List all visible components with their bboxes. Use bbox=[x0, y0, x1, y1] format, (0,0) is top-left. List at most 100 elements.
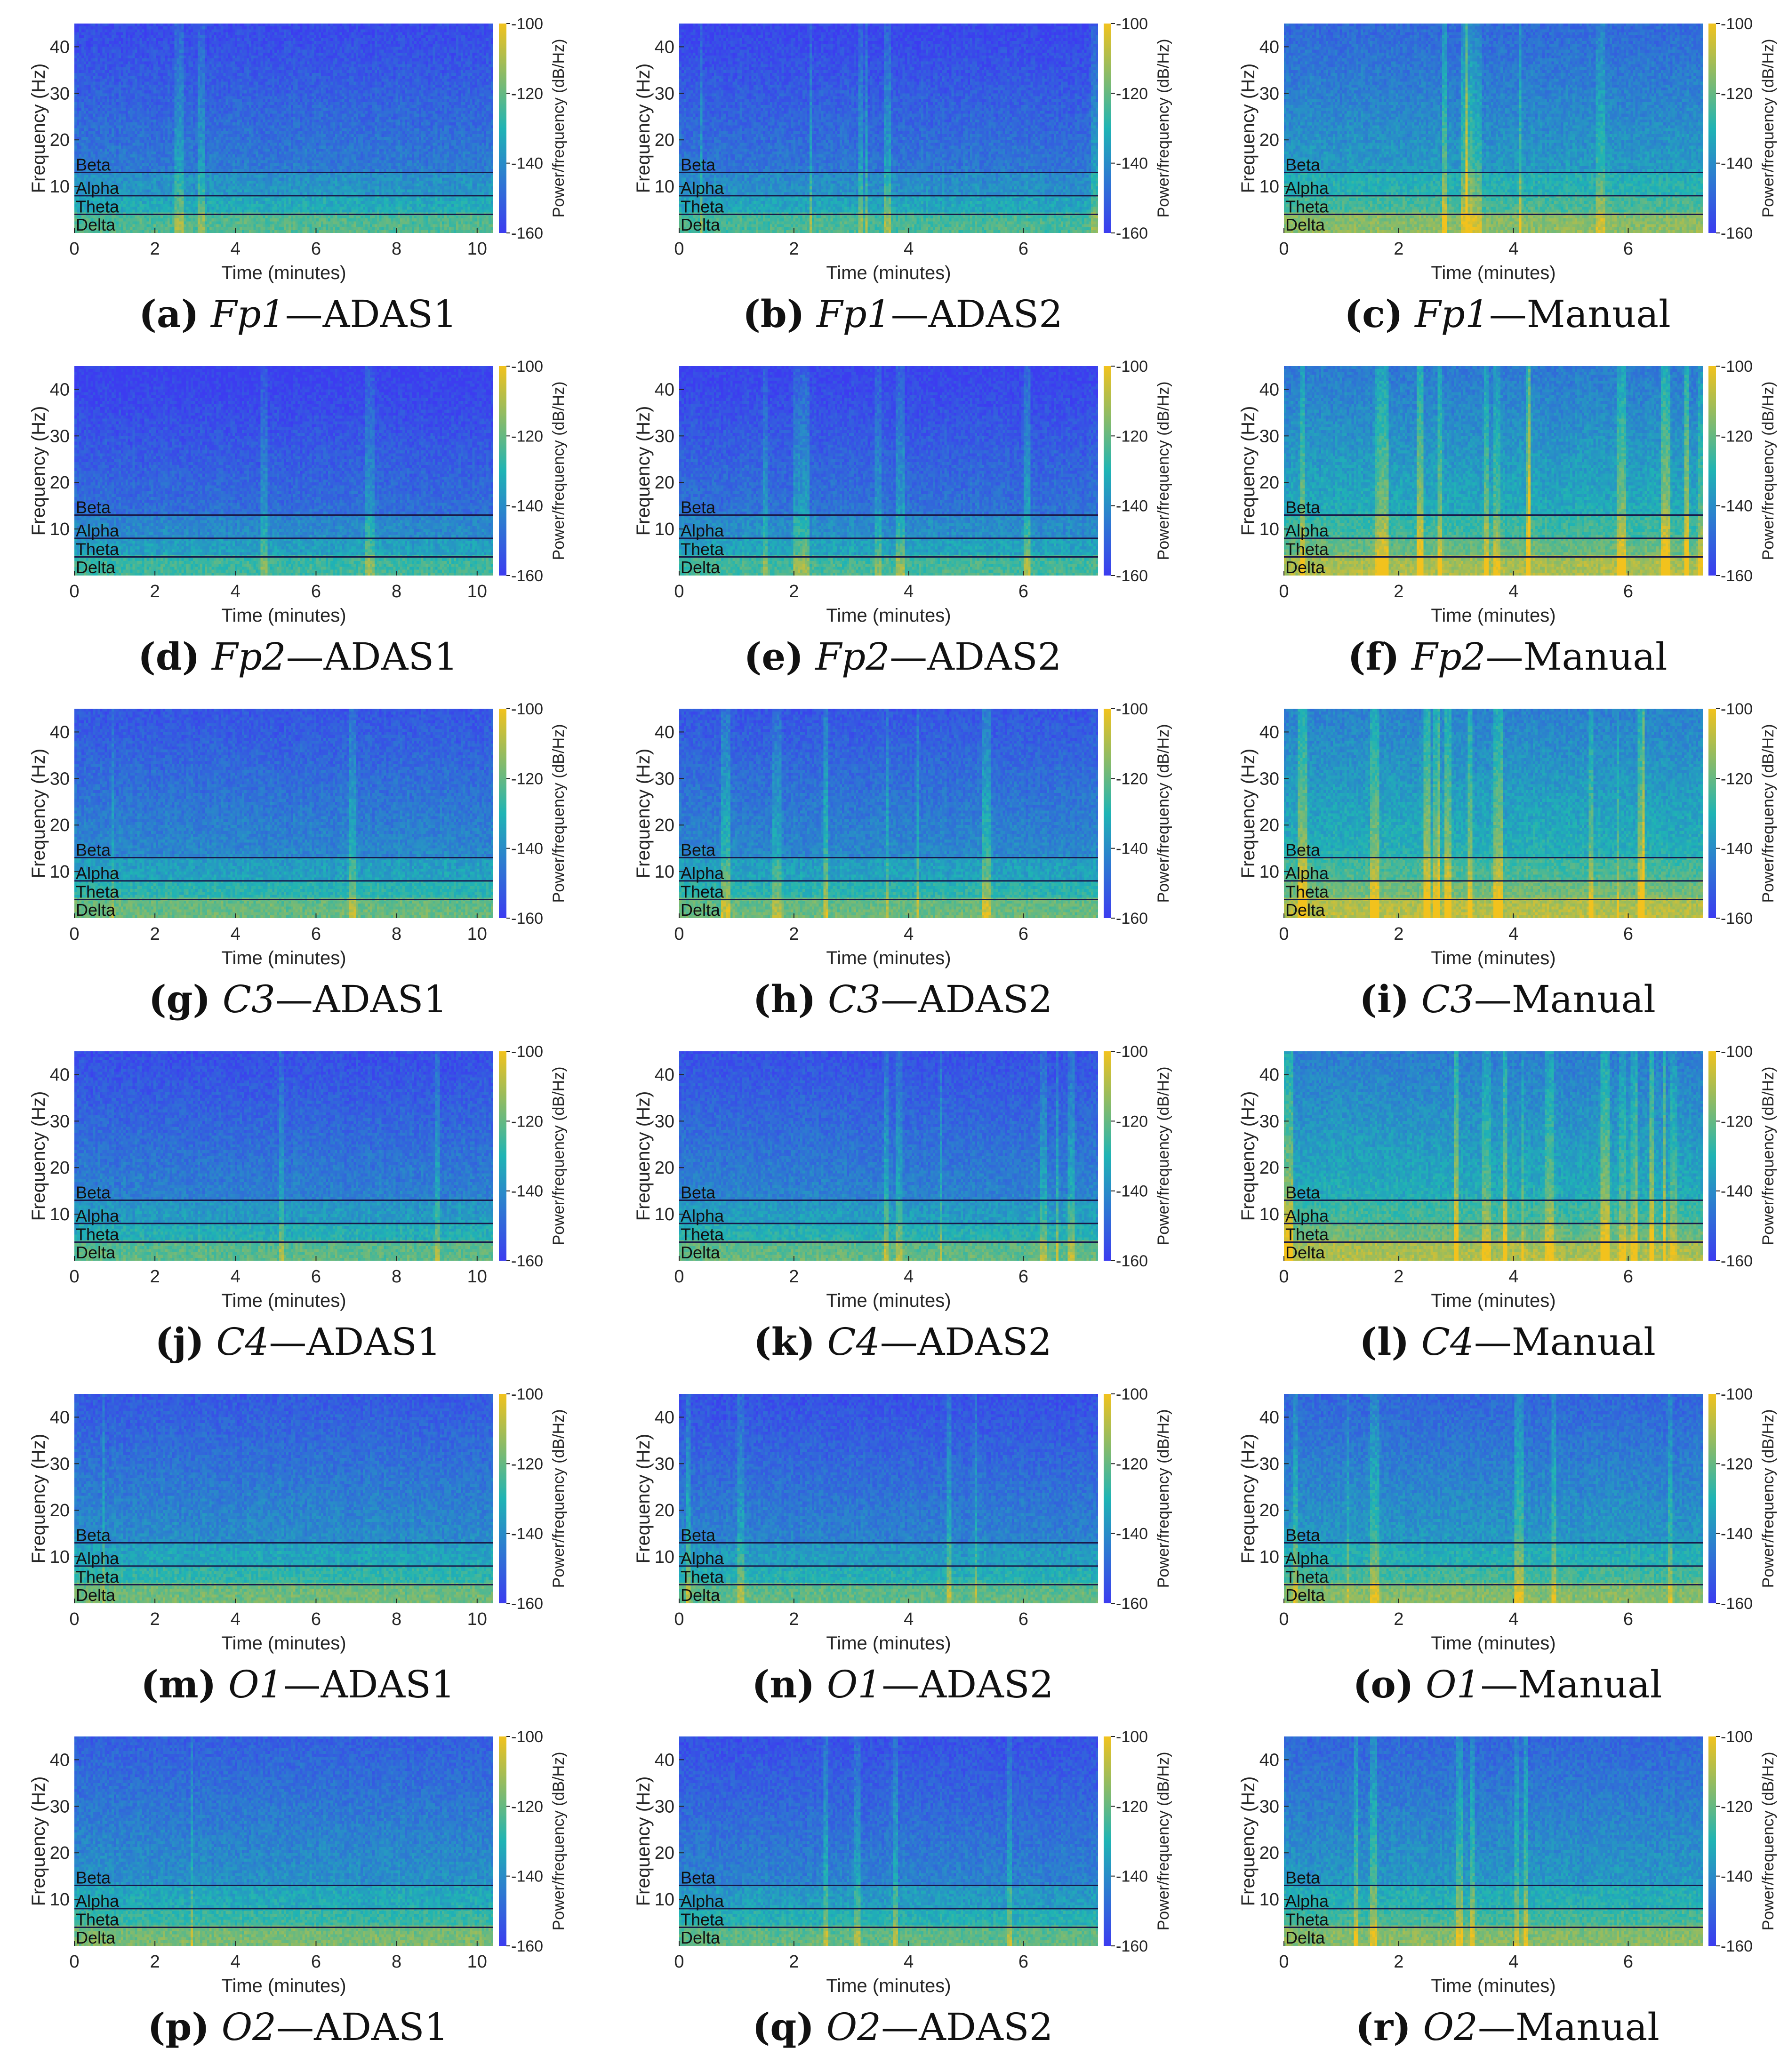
band-label-delta: Delta bbox=[1285, 558, 1325, 577]
colorbar-tick-label: -120 bbox=[1116, 1112, 1148, 1130]
y-axis-label: Frequency (Hz) bbox=[1238, 64, 1259, 193]
y-tick-label: 10 bbox=[1259, 1547, 1279, 1567]
y-axis-label: Frequency (Hz) bbox=[28, 1776, 49, 1906]
colorbar-tick-label: -120 bbox=[1116, 1798, 1148, 1816]
colorbar bbox=[1708, 1394, 1716, 1603]
channel-name: C3 bbox=[827, 977, 881, 1021]
channel-name: C4 bbox=[1421, 1320, 1474, 1364]
panel-caption: (a) Fp1—ADAS1 bbox=[0, 292, 596, 336]
x-tick-label: 0 bbox=[69, 1267, 79, 1287]
channel-name: O1 bbox=[1426, 1663, 1481, 1706]
colorbar-tick-label: -160 bbox=[1721, 910, 1753, 928]
channel-name: O2 bbox=[1423, 2005, 1478, 2049]
x-axis-label: Time (minutes) bbox=[1431, 605, 1555, 626]
panel-caption: (o) O1—Manual bbox=[1210, 1662, 1788, 1706]
band-label-theta: Theta bbox=[1285, 197, 1329, 216]
colorbar-tick-label: -140 bbox=[511, 840, 543, 858]
y-tick-label: 20 bbox=[1259, 1843, 1279, 1863]
colorbar-label: Power/frequency (dB/Hz) bbox=[1155, 724, 1172, 903]
channel-name: Fp2 bbox=[1411, 635, 1486, 679]
colorbar-tick-label: -120 bbox=[1116, 427, 1148, 445]
heatmap-image bbox=[1284, 709, 1703, 918]
y-tick-label: 20 bbox=[655, 130, 674, 150]
x-axis-label: Time (minutes) bbox=[221, 1290, 346, 1311]
x-tick-label: 6 bbox=[1623, 239, 1633, 259]
colorbar bbox=[1708, 1736, 1716, 1946]
colorbar-tick-label: -140 bbox=[1116, 1868, 1148, 1886]
caption-space bbox=[816, 977, 827, 1021]
x-tick-label: 0 bbox=[1279, 1609, 1289, 1629]
y-tick-label: 10 bbox=[655, 1890, 674, 1910]
panel-caption: (n) O1—ADAS2 bbox=[605, 1662, 1201, 1706]
caption-space bbox=[1411, 2005, 1423, 2049]
colorbar-tick-label: -160 bbox=[1116, 567, 1148, 585]
x-tick-label: 6 bbox=[1018, 1952, 1028, 1972]
colorbar bbox=[1708, 709, 1716, 918]
band-label-beta: Beta bbox=[681, 497, 716, 517]
x-tick-label: 0 bbox=[69, 582, 79, 601]
x-axis-label: Time (minutes) bbox=[826, 605, 951, 626]
colorbar-tick-label: -120 bbox=[511, 85, 543, 103]
band-label-beta: Beta bbox=[1285, 1868, 1321, 1887]
method-name: ADAS2 bbox=[928, 292, 1063, 336]
band-label-beta: Beta bbox=[76, 155, 111, 174]
colorbar-tick-label: -140 bbox=[1116, 155, 1148, 173]
band-label-beta: Beta bbox=[1285, 497, 1321, 517]
panel-d: Delta Theta Alpha Beta 0 2 4 6 8 10 10 20 30 40 Time (… bbox=[0, 343, 596, 688]
caption-space bbox=[815, 1320, 827, 1364]
x-axis-label: Time (minutes) bbox=[1431, 1633, 1555, 1654]
x-tick-label: 0 bbox=[674, 1609, 684, 1629]
panel-caption: (j) C4—ADAS1 bbox=[0, 1320, 596, 1364]
channel-name: O2 bbox=[826, 2005, 882, 2049]
y-axis-label: Frequency (Hz) bbox=[28, 1434, 49, 1564]
band-label-delta: Delta bbox=[681, 900, 721, 920]
colorbar bbox=[499, 1051, 506, 1261]
panel-m: Delta Theta Alpha Beta 0 2 4 6 8 10 10 20 30 40 Time (… bbox=[0, 1370, 596, 1715]
x-tick-label: 8 bbox=[392, 582, 401, 601]
panel-p: Delta Theta Alpha Beta 0 2 4 6 8 10 10 20 30 40 Time (… bbox=[0, 1713, 596, 2058]
y-tick-label: 30 bbox=[1259, 1112, 1279, 1131]
colorbar-tick-label: -160 bbox=[1116, 910, 1148, 928]
colorbar-tick-label: -140 bbox=[511, 155, 543, 173]
caption-dash: — bbox=[882, 1663, 920, 1706]
band-label-theta: Theta bbox=[1285, 1567, 1329, 1586]
caption-space bbox=[1400, 635, 1411, 679]
x-tick-label: 6 bbox=[311, 1267, 321, 1287]
x-axis-label: Time (minutes) bbox=[1431, 1290, 1555, 1311]
y-tick-label: 20 bbox=[50, 1158, 70, 1178]
y-tick-label: 30 bbox=[50, 1454, 70, 1474]
band-label-theta: Theta bbox=[681, 882, 724, 901]
x-axis-label: Time (minutes) bbox=[826, 948, 951, 968]
panel-caption: (r) O2—Manual bbox=[1210, 2005, 1788, 2049]
y-tick-label: 30 bbox=[655, 84, 674, 104]
panel-letter: (h) bbox=[753, 977, 816, 1021]
colorbar bbox=[1104, 24, 1111, 233]
x-axis-label: Time (minutes) bbox=[1431, 948, 1555, 968]
band-label-alpha: Alpha bbox=[1285, 178, 1329, 198]
panel-letter: (e) bbox=[744, 634, 804, 679]
colorbar-tick-label: -160 bbox=[1721, 1937, 1753, 1955]
band-label-beta: Beta bbox=[681, 155, 716, 174]
colorbar bbox=[1104, 709, 1111, 918]
y-tick-label: 30 bbox=[655, 769, 674, 789]
colorbar-tick-label: -140 bbox=[1721, 497, 1753, 515]
colorbar bbox=[1708, 366, 1716, 576]
channel-name: C3 bbox=[1421, 977, 1474, 1021]
panel-letter: (a) bbox=[139, 292, 199, 336]
colorbar-tick-label: -160 bbox=[1116, 1937, 1148, 1955]
colorbar-tick-label: -160 bbox=[1116, 1595, 1148, 1613]
colorbar-label: Power/frequency (dB/Hz) bbox=[1155, 382, 1172, 560]
panel-g: Delta Theta Alpha Beta 0 2 4 6 8 10 10 20 30 40 Time (… bbox=[0, 685, 596, 1030]
x-tick-label: 4 bbox=[904, 1609, 914, 1629]
y-tick-label: 20 bbox=[655, 473, 674, 493]
colorbar-tick-label: -160 bbox=[511, 910, 543, 928]
colorbar bbox=[1104, 1051, 1111, 1261]
channel-name: Fp1 bbox=[817, 292, 891, 336]
colorbar-tick-label: -100 bbox=[511, 1043, 543, 1061]
band-label-beta: Beta bbox=[681, 840, 716, 859]
panel-letter: (j) bbox=[155, 1320, 204, 1364]
y-tick-label: 30 bbox=[655, 1112, 674, 1131]
panel-letter: (p) bbox=[147, 2005, 210, 2049]
